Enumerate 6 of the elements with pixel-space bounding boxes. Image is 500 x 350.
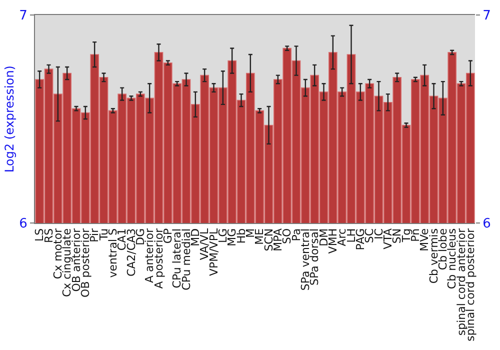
y-axis-title: Log2 (expression) xyxy=(2,66,16,172)
y2-tick-label: 6 xyxy=(482,216,491,232)
y2-tick-label: 7 xyxy=(482,8,491,24)
x-tick-label: Tg xyxy=(400,228,413,244)
x-tick-label: RS xyxy=(42,228,56,244)
x-tick-label: A posterior xyxy=(152,228,166,289)
